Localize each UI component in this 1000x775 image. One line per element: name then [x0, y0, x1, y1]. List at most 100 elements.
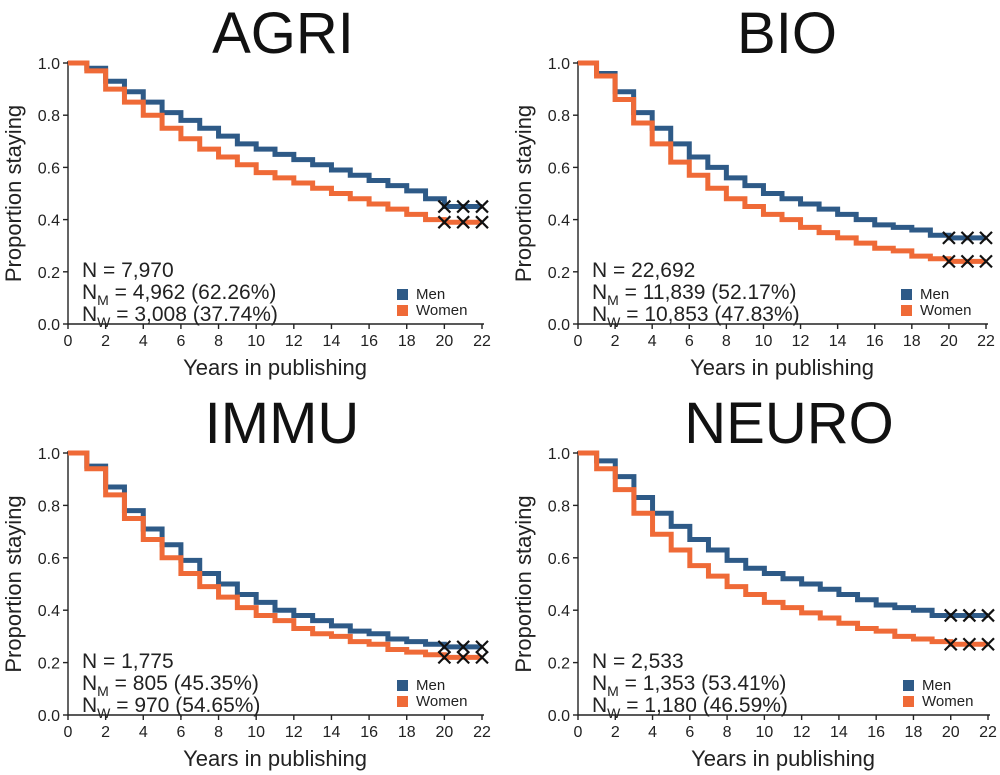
x-tick-label: 12 — [793, 724, 811, 741]
x-tick-label: 10 — [247, 333, 265, 350]
nw-value: 10,853 (47.83%) — [644, 303, 799, 326]
x-tick-label: 18 — [398, 724, 416, 741]
censor-marker — [456, 640, 470, 654]
nm-value: 1,353 (53.41%) — [643, 672, 787, 695]
censor-marker — [962, 608, 977, 623]
x-tick-label: 18 — [905, 724, 923, 741]
y-tick-label: 0.2 — [38, 656, 60, 673]
y-tick-label: 1.0 — [548, 56, 570, 73]
x-tick-label: 8 — [214, 724, 223, 741]
y-tick-label: 1.0 — [548, 446, 570, 463]
censor-marker — [475, 199, 489, 214]
y-tick-label: 0.8 — [548, 498, 570, 515]
censor-marker — [981, 608, 995, 623]
x-tick-label: 2 — [611, 724, 620, 741]
censor-marker — [962, 637, 977, 652]
series-line-men — [578, 60, 986, 241]
x-tick-label: 22 — [979, 724, 997, 741]
y-tick-label: 0.2 — [38, 265, 60, 282]
x-tick-label: 16 — [360, 724, 378, 741]
x-tick-label: 14 — [829, 333, 847, 350]
nm-subscript: M — [607, 683, 619, 699]
n-total-text: N = 22,692 — [592, 259, 695, 282]
n-total-text: N = 2,533 — [592, 650, 684, 673]
y-tick-label: 0.6 — [38, 551, 60, 568]
x-tick-label: 8 — [723, 724, 732, 741]
y-axis-label: Proportion staying — [511, 495, 536, 672]
x-axis-label: Years in publishing — [690, 355, 874, 380]
nm-value: 4,962 (62.26%) — [133, 281, 277, 304]
panel-neuro: NEURO 0.0 0.2 0.4 0.6 0.8 1.0 0 2 4 6 8 10 12 14 16 18 20… — [511, 391, 997, 771]
x-axis-label: Years in publishing — [183, 355, 367, 380]
x-tick-label: 0 — [574, 724, 583, 741]
n-total-text: N = 1,775 — [82, 650, 174, 673]
x-tick-label: 0 — [64, 724, 73, 741]
legend-swatch-women — [901, 305, 912, 316]
x-tick-label: 12 — [285, 333, 303, 350]
nw-value: 970 (54.65%) — [134, 694, 260, 717]
n-women-text: NW = 970 (54.65%) — [82, 694, 260, 721]
nm-subscript: M — [97, 683, 109, 699]
censor-marker — [960, 254, 975, 269]
series-line-men — [68, 450, 482, 650]
legend-swatch-men — [397, 289, 408, 300]
legend-swatch-men — [903, 680, 914, 691]
x-tick-label: 4 — [139, 724, 148, 741]
n-value: 1,775 — [121, 650, 174, 673]
x-axis-label: Years in publishing — [183, 746, 367, 771]
censor-marker — [979, 254, 993, 269]
n-label: N — [82, 650, 97, 673]
nw-subscript: W — [607, 705, 621, 721]
nm-value: 805 (45.35%) — [133, 672, 259, 695]
y-tick-label: 0.0 — [38, 708, 60, 725]
x-tick-label: 2 — [101, 333, 110, 350]
panel-title: AGRI — [212, 1, 354, 66]
x-tick-label: 2 — [101, 724, 110, 741]
nw-label: N — [592, 303, 607, 326]
legend-label-men: Men — [416, 677, 445, 694]
panel-title: IMMU — [205, 391, 360, 456]
legend-swatch-women — [903, 696, 914, 707]
censor-marker — [942, 231, 956, 245]
x-tick-label: 22 — [473, 333, 491, 350]
censor-marker — [979, 231, 993, 245]
n-equals: = — [607, 650, 631, 673]
y-tick-label: 0.6 — [548, 160, 570, 177]
x-tick-label: 10 — [755, 333, 773, 350]
series-line-women — [578, 60, 986, 264]
panel-title: BIO — [737, 1, 837, 66]
legend-label-women: Women — [920, 302, 971, 319]
y-tick-label: 0.4 — [548, 603, 570, 620]
censor-marker — [475, 650, 489, 665]
n-value: 2,533 — [631, 650, 684, 673]
nw-subscript: W — [607, 314, 621, 330]
legend-label-women: Women — [922, 693, 973, 710]
n-equals: = — [607, 259, 631, 282]
x-tick-label: 16 — [360, 333, 378, 350]
nw-equals: = — [620, 694, 644, 717]
y-tick-label: 0.8 — [548, 108, 570, 125]
nm-subscript: M — [607, 292, 619, 308]
legend-label-men: Men — [922, 677, 951, 694]
x-tick-label: 8 — [722, 333, 731, 350]
y-tick-label: 0.0 — [548, 317, 570, 334]
n-men-text: NM = 805 (45.35%) — [82, 672, 259, 699]
series-line-men — [68, 60, 482, 210]
x-tick-label: 10 — [755, 724, 773, 741]
nm-equals: = — [109, 281, 133, 304]
censor-marker — [475, 640, 489, 654]
n-label: N — [592, 650, 607, 673]
n-equals: = — [97, 259, 121, 282]
x-tick-label: 14 — [323, 333, 341, 350]
censor-marker — [437, 215, 452, 229]
panel-title: NEURO — [684, 391, 893, 456]
nw-subscript: W — [97, 314, 111, 330]
x-tick-label: 4 — [648, 333, 657, 350]
x-tick-label: 0 — [64, 333, 73, 350]
y-tick-label: 0.4 — [38, 213, 60, 230]
series-line-women — [68, 60, 482, 225]
n-women-text: NW = 10,853 (47.83%) — [592, 303, 800, 330]
series-line-women — [68, 450, 482, 660]
nm-equals: = — [619, 672, 643, 695]
